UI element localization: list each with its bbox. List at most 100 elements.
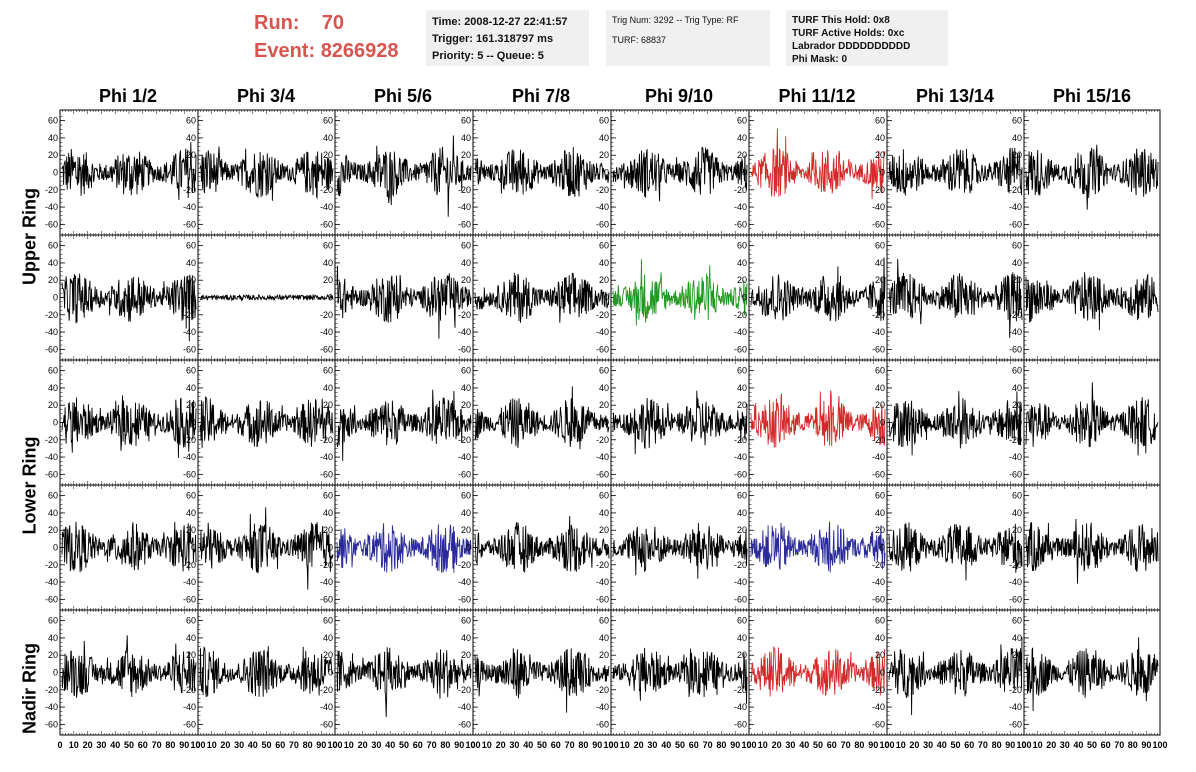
y-tick-label: 60 <box>323 241 333 251</box>
panel-r3-c8: 60 40 20 0 -20 -40 -60 <box>1009 359 1161 486</box>
panel-r2-c2: 60 40 20 0 -20 -40 -60 <box>183 234 336 361</box>
y-tick-label: 40 <box>875 258 885 268</box>
y-tick-label: -60 <box>320 219 333 229</box>
y-tick-label: 40 <box>737 508 747 518</box>
y-tick-label: 40 <box>186 133 196 143</box>
waveform <box>61 521 197 573</box>
y-tick-label: 60 <box>48 116 58 126</box>
y-tick-label: -20 <box>320 310 333 320</box>
y-tick-label: 20 <box>737 150 747 160</box>
y-tick-label: 60 <box>1012 241 1022 251</box>
y-tick-label: -40 <box>458 452 471 462</box>
y-tick-label: -40 <box>45 577 58 587</box>
y-tick-label: 40 <box>461 258 471 268</box>
y-tick-label: -60 <box>183 469 196 479</box>
y-tick-label: -60 <box>183 219 196 229</box>
waveform <box>199 395 334 448</box>
y-tick-label: 60 <box>1012 491 1022 501</box>
y-tick-label: 40 <box>323 383 333 393</box>
y-tick-label: 20 <box>737 525 747 535</box>
panel-r3-c2: 60 40 20 0 -20 -40 -60 <box>183 359 336 486</box>
y-tick-label: -60 <box>458 344 471 354</box>
y-tick-label: 0 <box>1017 543 1022 553</box>
y-tick-label: 20 <box>48 275 58 285</box>
y-tick-label: 20 <box>875 525 885 535</box>
y-tick-label: 0 <box>53 168 58 178</box>
column-header-6: Phi 11/12 <box>778 86 856 106</box>
y-tick-label: 0 <box>328 293 333 303</box>
y-tick-label: -20 <box>183 685 196 695</box>
y-tick-label: 20 <box>323 150 333 160</box>
y-tick-label: 0 <box>53 293 58 303</box>
y-tick-label: -20 <box>183 435 196 445</box>
waveform <box>888 258 1023 338</box>
y-tick-label: -60 <box>1009 344 1022 354</box>
panel-frame <box>748 109 888 236</box>
y-tick-label: 60 <box>323 491 333 501</box>
y-tick-label: -60 <box>183 594 196 604</box>
y-tick-label: 0 <box>191 293 196 303</box>
y-tick-label: 0 <box>604 543 609 553</box>
panel-r3-c7: 60 40 20 0 -20 -40 -60 <box>872 359 1025 486</box>
waveform <box>750 390 886 448</box>
y-tick-label: -20 <box>45 435 58 445</box>
waveform <box>888 391 1023 456</box>
y-tick-label: 0 <box>466 543 471 553</box>
waveform <box>199 507 334 590</box>
y-tick-label: -60 <box>872 594 885 604</box>
y-tick-label: -40 <box>458 202 471 212</box>
y-tick-label: -20 <box>1009 435 1022 445</box>
y-tick-label: -20 <box>183 310 196 320</box>
y-tick-label: -20 <box>45 560 58 570</box>
panel-r4-c4: 60 40 20 0 -20 -40 -60 <box>458 484 612 611</box>
waveform <box>612 259 748 326</box>
panel-r2-c8: 60 40 20 0 -20 -40 -60 <box>1009 234 1161 361</box>
y-tick-label: -20 <box>872 185 885 195</box>
waveform <box>750 128 886 199</box>
y-tick-label: -20 <box>734 310 747 320</box>
y-tick-label: -20 <box>458 435 471 445</box>
y-tick-label: 60 <box>737 241 747 251</box>
y-tick-label: -40 <box>45 202 58 212</box>
waveform <box>336 523 472 573</box>
phi-mask-text: Phi Mask: 0 <box>792 54 848 65</box>
y-tick-label: -40 <box>734 327 747 337</box>
y-tick-label: 0 <box>191 668 196 678</box>
y-tick-label: 20 <box>1012 400 1022 410</box>
y-tick-label: 40 <box>48 258 58 268</box>
y-tick-label: 60 <box>599 116 609 126</box>
y-tick-label: 0 <box>604 168 609 178</box>
y-tick-label: -20 <box>734 560 747 570</box>
column-header-4: Phi 7/8 <box>511 86 571 106</box>
y-tick-label: 20 <box>737 275 747 285</box>
y-tick-label: 40 <box>1012 258 1022 268</box>
y-tick-label: 20 <box>875 275 885 285</box>
y-tick-label: -20 <box>872 310 885 320</box>
y-tick-label: 0 <box>53 668 58 678</box>
y-tick-label: 40 <box>323 508 333 518</box>
y-tick-label: -20 <box>596 435 609 445</box>
y-tick-label: 60 <box>48 491 58 501</box>
event-value: 8266928 <box>320 40 399 62</box>
y-tick-label: -60 <box>45 469 58 479</box>
waveform <box>336 265 472 339</box>
waveform <box>336 135 472 217</box>
waveform <box>61 273 197 342</box>
panel-r2-c5: 60 40 20 0 -20 -40 -60 <box>596 234 750 361</box>
y-tick-label: 20 <box>599 525 609 535</box>
y-tick-label: 60 <box>186 491 196 501</box>
waveform <box>612 146 748 202</box>
y-tick-label: -40 <box>872 452 885 462</box>
y-tick-label: -40 <box>596 327 609 337</box>
y-tick-label: 20 <box>323 275 333 285</box>
y-tick-label: -20 <box>596 185 609 195</box>
y-tick-label: -60 <box>734 469 747 479</box>
y-tick-label: -20 <box>45 310 58 320</box>
panel-frame <box>748 484 888 611</box>
y-tick-label: 20 <box>186 525 196 535</box>
y-tick-label: -60 <box>1009 594 1022 604</box>
y-tick-label: -40 <box>45 702 58 712</box>
y-tick-label: 0 <box>742 418 747 428</box>
y-tick-label: 60 <box>461 491 471 501</box>
panel-r1-c4: 60 40 20 0 -20 -40 -60 <box>458 109 612 236</box>
